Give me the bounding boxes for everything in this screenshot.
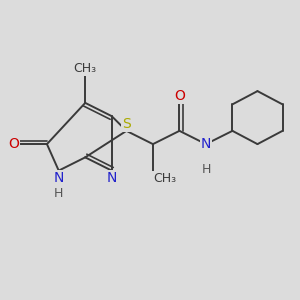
- Text: S: S: [122, 117, 131, 131]
- Text: CH₃: CH₃: [74, 62, 97, 75]
- Text: N: N: [201, 137, 211, 151]
- Text: O: O: [174, 89, 185, 103]
- Text: CH₃: CH₃: [153, 172, 176, 185]
- Text: H: H: [201, 163, 211, 176]
- Text: N: N: [106, 171, 117, 184]
- Text: O: O: [8, 137, 19, 151]
- Text: N: N: [53, 171, 64, 184]
- Text: H: H: [54, 187, 63, 200]
